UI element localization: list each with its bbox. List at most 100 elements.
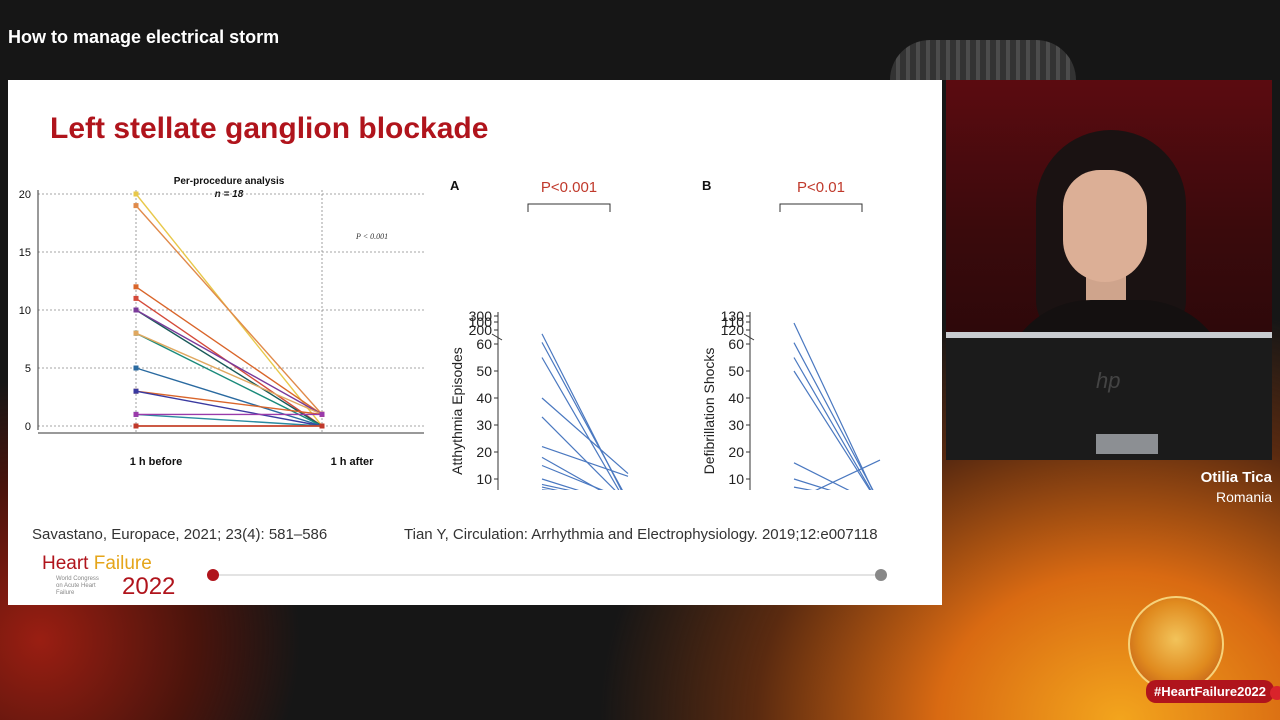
data-point bbox=[133, 284, 139, 290]
series-line bbox=[135, 309, 323, 427]
y-tick-label: 50 bbox=[476, 363, 492, 379]
p-value-annotation: P<0.001 bbox=[541, 179, 597, 196]
slide-progress-track[interactable] bbox=[213, 574, 881, 576]
y-tick-label: 10 bbox=[19, 305, 31, 317]
series-line bbox=[541, 416, 616, 490]
monitor-brand-icon: hp bbox=[1096, 368, 1121, 393]
data-point bbox=[133, 330, 139, 336]
y-tick-label: 300 bbox=[469, 308, 493, 324]
series-line bbox=[793, 357, 872, 490]
series-line bbox=[541, 478, 580, 490]
series-line bbox=[815, 459, 881, 490]
series-line bbox=[135, 309, 323, 416]
y-tick-label: 60 bbox=[476, 336, 492, 352]
progress-start-marker[interactable] bbox=[207, 569, 219, 581]
y-axis-label: Atthythmia Episodes bbox=[449, 347, 465, 475]
y-tick-label: 10 bbox=[476, 471, 492, 487]
series-line bbox=[135, 286, 323, 415]
hashtag-dot bbox=[1270, 686, 1280, 700]
y-axis-label: Defibrillation Shocks bbox=[701, 348, 717, 475]
series-line bbox=[541, 446, 629, 477]
citation-savastano: Savastano, Europace, 2021; 23(4): 581–58… bbox=[32, 526, 328, 543]
series-line bbox=[793, 370, 871, 490]
significance-bracket bbox=[779, 203, 863, 212]
event-hashtag: #HeartFailure2022 bbox=[1146, 680, 1275, 703]
citation-tian: Tian Y, Circulation: Arrhythmia and Elec… bbox=[404, 526, 878, 543]
series-line bbox=[541, 397, 629, 475]
y-tick-label: 200 bbox=[469, 322, 493, 338]
y-tick-label: 130 bbox=[721, 308, 745, 324]
arrhythmia-episodes-chart: AP<0.0010102030405060100200300Atthythmia… bbox=[449, 178, 629, 490]
significance-bracket bbox=[527, 203, 611, 212]
data-point bbox=[319, 411, 325, 417]
panel-letter: B bbox=[702, 178, 711, 193]
p-value-annotation: P < 0.001 bbox=[355, 232, 388, 241]
series-line bbox=[135, 332, 323, 416]
y-tick-label: 120 bbox=[721, 322, 745, 338]
series-line bbox=[541, 333, 622, 490]
speaker-country: Romania bbox=[1215, 489, 1272, 505]
series-line bbox=[541, 483, 571, 490]
speaker-video: hp bbox=[946, 80, 1272, 460]
y-tick-label: 110 bbox=[722, 314, 745, 330]
series-line bbox=[135, 390, 323, 427]
data-point bbox=[133, 411, 139, 417]
data-point bbox=[133, 191, 139, 197]
series-line bbox=[793, 342, 874, 490]
panel-letter: A bbox=[450, 178, 460, 193]
y-tick-label: 40 bbox=[728, 390, 744, 406]
y-tick-label: 0 bbox=[25, 421, 31, 433]
defibrillation-shocks-chart: BP<0.010102030405060110120130Defibrillat… bbox=[701, 178, 881, 490]
logo-heart-text: Heart bbox=[42, 553, 89, 574]
progress-end-marker[interactable] bbox=[875, 569, 887, 581]
series-line bbox=[541, 464, 604, 490]
axis-break-mark bbox=[743, 333, 755, 341]
y-tick-label: 20 bbox=[728, 444, 744, 460]
data-point bbox=[319, 423, 325, 429]
series-line bbox=[541, 342, 623, 490]
y-tick-label: 5 bbox=[25, 363, 31, 375]
x-tick-label: 1 h before bbox=[130, 456, 183, 468]
chart-subtitle: n = 18 bbox=[215, 189, 244, 200]
data-point bbox=[133, 203, 139, 209]
y-tick-label: 30 bbox=[728, 417, 744, 433]
heart-failure-logo: Heart Failure World Congress on Acute He… bbox=[42, 553, 192, 600]
data-point bbox=[133, 307, 139, 313]
logo-subtitle: World Congress on Acute Heart Failure bbox=[56, 576, 99, 596]
y-tick-label: 30 bbox=[476, 417, 492, 433]
monitor-stand bbox=[1096, 434, 1158, 454]
y-tick-label: 20 bbox=[19, 189, 31, 201]
p-value-annotation: P<0.01 bbox=[797, 179, 845, 196]
y-tick-label: 10 bbox=[728, 471, 744, 487]
series-line bbox=[541, 357, 620, 490]
series-line bbox=[793, 478, 832, 490]
series-line bbox=[793, 462, 850, 490]
axis-break-mark bbox=[491, 333, 503, 341]
series-line bbox=[793, 486, 813, 490]
y-tick-label: 50 bbox=[728, 363, 744, 379]
y-tick-label: 100 bbox=[469, 314, 493, 330]
data-point bbox=[133, 295, 139, 301]
speaker-face bbox=[1063, 170, 1147, 282]
y-tick-label: 15 bbox=[19, 247, 31, 259]
series-line bbox=[135, 332, 323, 427]
slide-title: Left stellate ganglion blockade bbox=[50, 112, 489, 145]
y-tick-label: 60 bbox=[728, 336, 744, 352]
data-point bbox=[133, 365, 139, 371]
series-line bbox=[135, 390, 323, 416]
chart-title: Per-procedure analysis bbox=[174, 176, 285, 187]
y-tick-label: 40 bbox=[476, 390, 492, 406]
x-tick-label: 1 h after bbox=[331, 456, 375, 468]
logo-year: 2022 bbox=[122, 573, 176, 600]
speaker-name: Otilia Tica bbox=[1200, 469, 1272, 486]
congress-emblem-icon bbox=[1128, 596, 1224, 692]
series-line bbox=[135, 367, 323, 427]
logo-failure-text: Failure bbox=[93, 553, 152, 574]
session-title: How to manage electrical storm bbox=[8, 27, 280, 47]
presentation-slide: Left stellate ganglion blockade Per-proc… bbox=[8, 80, 942, 605]
series-line bbox=[793, 322, 874, 490]
y-tick-label: 20 bbox=[476, 444, 492, 460]
series-line bbox=[135, 205, 323, 415]
series-line bbox=[541, 456, 601, 490]
data-point bbox=[133, 388, 139, 394]
